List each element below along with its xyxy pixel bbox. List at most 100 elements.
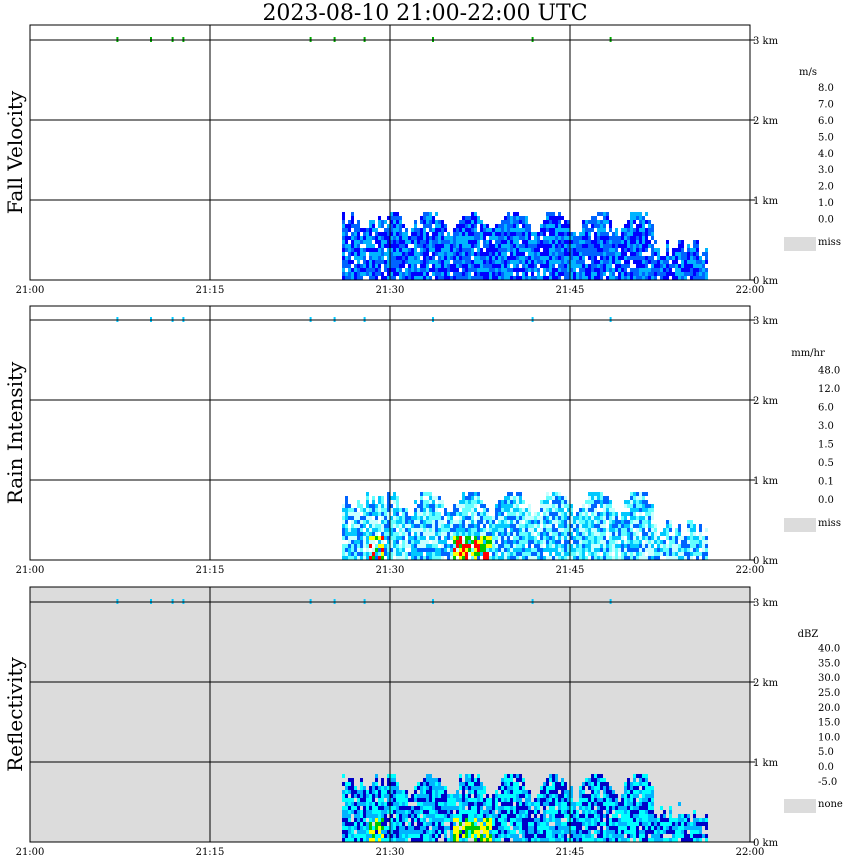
echo-cell	[651, 544, 654, 548]
echo-cell	[504, 778, 507, 782]
echo-cell	[528, 240, 531, 244]
echo-cell	[636, 834, 639, 838]
echo-cell	[408, 552, 411, 556]
echo-cell	[348, 822, 351, 826]
echo-cell	[633, 834, 636, 838]
echo-cell	[543, 782, 546, 786]
echo-cell	[387, 528, 390, 532]
echo-cell	[372, 520, 375, 524]
echo-cell	[468, 252, 471, 256]
echo-cell	[444, 264, 447, 268]
echo-cell	[402, 806, 405, 810]
echo-cell	[498, 548, 501, 552]
echo-cell	[690, 260, 693, 264]
echo-cell	[549, 248, 552, 252]
echo-cell	[516, 822, 519, 826]
echo-cell	[561, 544, 564, 548]
echo-cell	[375, 228, 378, 232]
echo-cell	[570, 548, 573, 552]
echo-cell	[567, 790, 570, 794]
echo-cell	[603, 260, 606, 264]
echo-cell	[441, 220, 444, 224]
echo-cell	[522, 516, 525, 520]
echo-cell	[474, 256, 477, 260]
echo-cell	[486, 508, 489, 512]
echo-cell	[693, 260, 696, 264]
echo-cell	[357, 818, 360, 822]
echo-cell	[615, 798, 618, 802]
plot-frame	[29, 24, 751, 281]
echo-cell	[405, 540, 408, 544]
echo-cell	[603, 252, 606, 256]
echo-cell	[411, 814, 414, 818]
echo-cell	[438, 504, 441, 508]
echo-cell	[426, 252, 429, 256]
echo-cell	[435, 794, 438, 798]
echo-cell	[705, 256, 708, 260]
echo-cell	[486, 520, 489, 524]
echo-cell	[369, 516, 372, 520]
echo-cell	[534, 830, 537, 834]
echo-cell	[462, 232, 465, 236]
echo-cell	[654, 548, 657, 552]
echo-cell	[354, 540, 357, 544]
echo-cell	[543, 276, 546, 280]
echo-cell	[495, 802, 498, 806]
echo-cell	[660, 822, 663, 826]
echo-cell	[597, 520, 600, 524]
echo-cell	[342, 224, 345, 228]
echo-cell	[627, 548, 630, 552]
echo-cell	[675, 536, 678, 540]
echo-cell	[372, 276, 375, 280]
echo-cell	[504, 814, 507, 818]
echo-cell	[351, 830, 354, 834]
echo-cell	[462, 786, 465, 790]
echo-cell	[654, 528, 657, 532]
echo-cell	[579, 248, 582, 252]
echo-cell	[555, 504, 558, 508]
echo-cell	[696, 838, 699, 842]
echo-cell	[543, 528, 546, 532]
echo-cell	[381, 806, 384, 810]
echo-cell	[429, 830, 432, 834]
echo-cell	[399, 830, 402, 834]
echo-cell	[564, 524, 567, 528]
echo-cell	[648, 798, 651, 802]
echo-cell	[438, 790, 441, 794]
echo-cell	[585, 810, 588, 814]
echo-cell	[378, 220, 381, 224]
echo-cell	[624, 500, 627, 504]
echo-cell	[489, 822, 492, 826]
echo-cell	[705, 814, 708, 818]
echo-cell	[456, 508, 459, 512]
echo-cell	[528, 256, 531, 260]
echo-cell	[351, 220, 354, 224]
echo-cell	[351, 236, 354, 240]
echo-cell	[462, 528, 465, 532]
echo-cell	[561, 252, 564, 256]
echo-cell	[474, 252, 477, 256]
echo-cell	[432, 500, 435, 504]
echo-cell	[402, 260, 405, 264]
echo-cell	[384, 268, 387, 272]
echo-cell	[504, 520, 507, 524]
echo-cell	[609, 248, 612, 252]
echo-cell	[552, 276, 555, 280]
echo-cell	[357, 810, 360, 814]
echo-cell	[474, 544, 477, 548]
echo-cell	[624, 520, 627, 524]
echo-cell	[636, 524, 639, 528]
echo-cell	[639, 838, 642, 842]
echo-cell	[603, 520, 606, 524]
echo-cell	[372, 256, 375, 260]
echo-cell	[411, 268, 414, 272]
echo-cell	[636, 556, 639, 560]
echo-cell	[597, 232, 600, 236]
echo-cell	[369, 544, 372, 548]
echo-cell	[474, 508, 477, 512]
echo-cell	[516, 540, 519, 544]
echo-cell	[462, 492, 465, 496]
echo-cell	[360, 532, 363, 536]
echo-cell	[597, 272, 600, 276]
echo-cell	[552, 216, 555, 220]
